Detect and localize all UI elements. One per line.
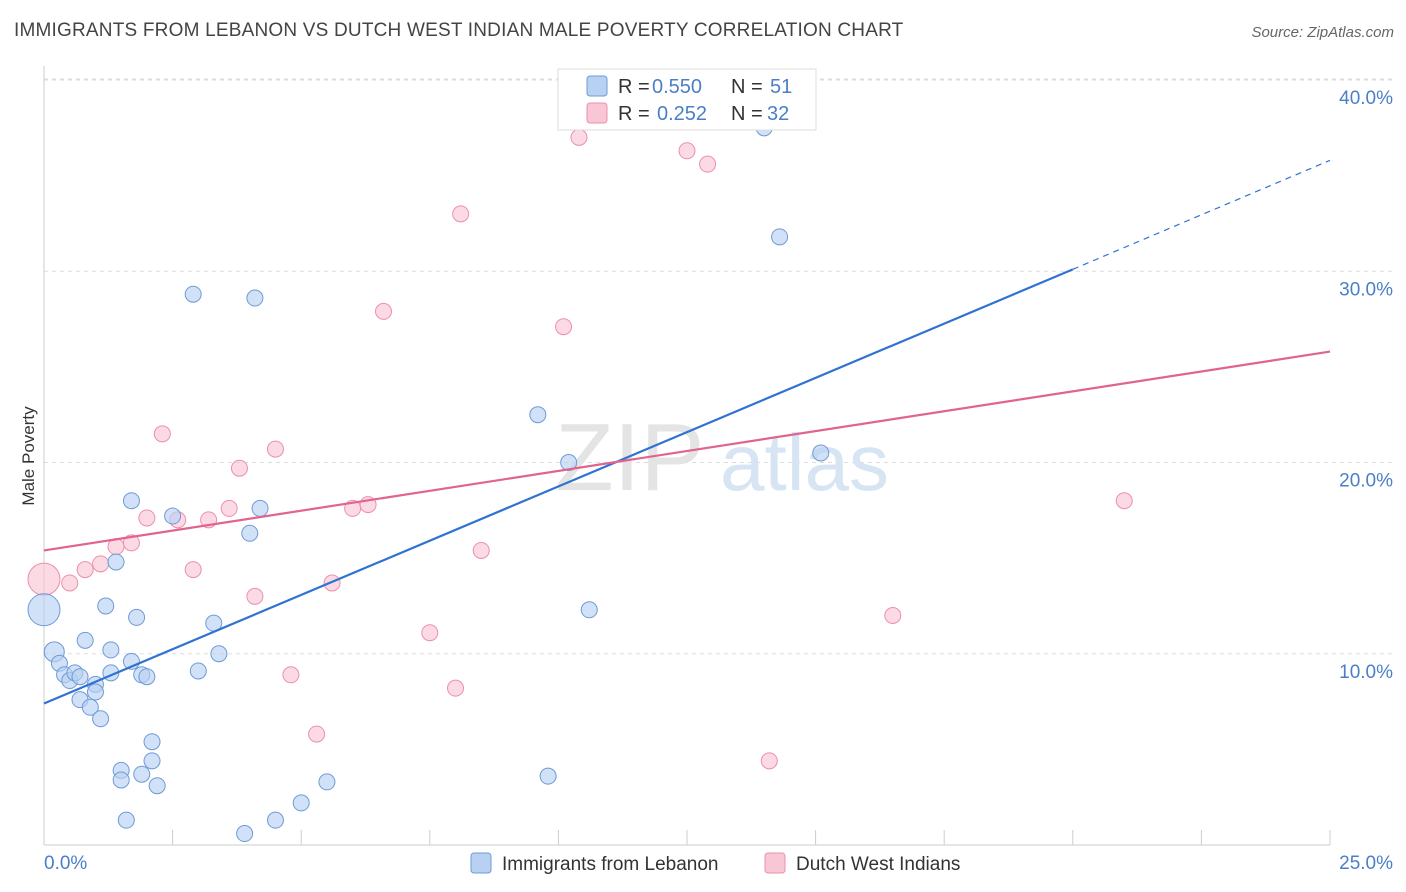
dutch-west-indians-point — [92, 555, 110, 573]
dutch-west-indians-point — [184, 561, 202, 579]
stats-legend-r-label-pink: R = — [618, 103, 650, 125]
dutch-west-indians-point — [678, 142, 696, 160]
immigrants-from-lebanon-point — [164, 507, 182, 525]
immigrants-from-lebanon-point — [812, 444, 830, 462]
dutch-west-indians-point — [76, 561, 94, 579]
immigrants-from-lebanon-point — [107, 553, 125, 571]
trend-line-lebanon-extension — [1072, 159, 1331, 270]
dutch-west-indians-point — [452, 205, 470, 223]
immigrants-from-lebanon-point — [318, 773, 336, 791]
stats-legend-r-value-blue: 0.550 — [652, 76, 702, 98]
immigrants-from-lebanon-point — [112, 771, 130, 789]
stats-legend-r-value-pink: 0.252 — [657, 103, 707, 125]
immigrants-from-lebanon-point — [236, 825, 254, 843]
immigrants-from-lebanon-point — [251, 499, 269, 517]
y-tick-label-40: 40.0% — [1339, 88, 1393, 109]
axes — [43, 66, 1331, 846]
dutch-west-indians-point — [230, 459, 248, 477]
immigrants-from-lebanon-point — [122, 492, 140, 510]
stats-legend-n-label-blue: N = — [731, 76, 763, 98]
dutch-west-indians-point — [1115, 492, 1133, 510]
dutch-west-indians-point — [375, 302, 393, 320]
immigrants-from-lebanon-point — [117, 811, 135, 829]
y-tick-labels: 10.0% 20.0% 30.0% 40.0% — [1339, 88, 1393, 683]
immigrants-from-lebanon-point — [266, 811, 284, 829]
dutch-west-indians-point — [570, 128, 588, 146]
immigrants-from-lebanon-point — [184, 285, 202, 303]
immigrants-from-lebanon-point — [92, 710, 110, 728]
legend-swatch-lebanon — [470, 852, 492, 874]
immigrants-from-lebanon-point — [76, 631, 94, 649]
watermark-atlas: atlas — [720, 418, 889, 507]
y-tick-label-30: 30.0% — [1339, 279, 1393, 300]
legend-label-dutch-west-indians: Dutch West Indians — [796, 854, 960, 875]
dutch-west-indians-point — [282, 666, 300, 684]
watermark: ZIP atlas — [555, 404, 889, 511]
immigrants-from-lebanon-point — [143, 752, 161, 770]
immigrants-from-lebanon-point — [529, 406, 547, 424]
legend-label-lebanon: Immigrants from Lebanon — [502, 854, 719, 875]
dutch-west-indians-point — [246, 587, 264, 605]
dutch-west-indians-point — [153, 425, 171, 443]
stats-legend-swatch-pink — [586, 102, 608, 124]
immigrants-from-lebanon-point — [71, 668, 89, 686]
immigrants-from-lebanon-point — [86, 683, 104, 701]
immigrants-from-lebanon-point — [241, 524, 259, 542]
trend-lines — [43, 159, 1331, 705]
dutch-west-indians-point — [760, 752, 778, 770]
dutch-west-indians-point — [699, 155, 717, 173]
immigrants-from-lebanon-point — [102, 641, 120, 659]
immigrants-from-lebanon-point — [771, 228, 789, 246]
dutch-west-indians-point — [447, 679, 465, 697]
chart-source: Source: ZipAtlas.com — [1251, 24, 1394, 41]
chart-title: IMMIGRANTS FROM LEBANON VS DUTCH WEST IN… — [14, 20, 904, 41]
immigrants-from-lebanon-point — [210, 645, 228, 663]
immigrants-from-lebanon-point — [128, 608, 146, 626]
dutch-west-indians-point — [220, 499, 238, 517]
stats-legend-n-value-blue: 51 — [770, 76, 792, 98]
immigrants-from-lebanon-point — [133, 765, 151, 783]
stats-legend-n-value-pink: 32 — [767, 103, 789, 125]
immigrants-from-lebanon-point — [143, 733, 161, 751]
dutch-west-indians-point — [555, 318, 573, 336]
immigrants-from-lebanon-point — [189, 662, 207, 680]
y-tick-label-20: 20.0% — [1339, 471, 1393, 492]
trend-line-dutch-west-indians — [43, 350, 1331, 552]
immigrants-from-lebanon-point — [97, 597, 115, 615]
immigrants-from-lebanon-point — [246, 289, 264, 307]
immigrants-from-lebanon-point — [580, 601, 598, 619]
immigrants-from-lebanon-point — [27, 593, 61, 627]
y-tick-label-10: 10.0% — [1339, 662, 1393, 683]
dutch-west-indians-point — [266, 440, 284, 458]
series-immigrants-from-lebanon-points — [27, 119, 830, 843]
grid-lines — [44, 78, 1393, 655]
dutch-west-indians-point — [884, 607, 902, 624]
trend-line-lebanon — [43, 268, 1074, 705]
dutch-west-indians-point — [138, 509, 156, 527]
x-tick-label-min: 0.0% — [44, 853, 87, 874]
stats-legend-n-label-pink: N = — [731, 103, 763, 125]
dutch-west-indians-point — [472, 541, 490, 559]
dutch-west-indians-point — [421, 624, 439, 642]
dutch-west-indians-point — [308, 725, 326, 743]
immigrants-from-lebanon-point — [539, 767, 557, 785]
y-axis-label: Male Poverty — [19, 406, 38, 506]
stats-legend-r-label-blue: R = — [618, 76, 650, 98]
stats-legend-swatch-blue — [586, 75, 608, 97]
immigrants-from-lebanon-point — [148, 777, 166, 795]
legend-swatch-dutch-west-indians — [764, 852, 786, 874]
dutch-west-indians-point — [61, 574, 79, 592]
immigrants-from-lebanon-point — [81, 698, 99, 716]
immigrants-from-lebanon-point — [138, 668, 156, 686]
dutch-west-indians-point — [27, 562, 61, 596]
series-legend: Immigrants from Lebanon Dutch West India… — [470, 852, 960, 875]
x-tick-label-max: 25.0% — [1339, 853, 1393, 874]
stats-legend: R = 0.550 N = 51 R = 0.252 N = 32 — [557, 68, 817, 131]
immigrants-from-lebanon-point — [292, 794, 310, 812]
dutch-west-indians-point — [122, 534, 140, 552]
immigrants-from-lebanon-point — [560, 454, 578, 471]
